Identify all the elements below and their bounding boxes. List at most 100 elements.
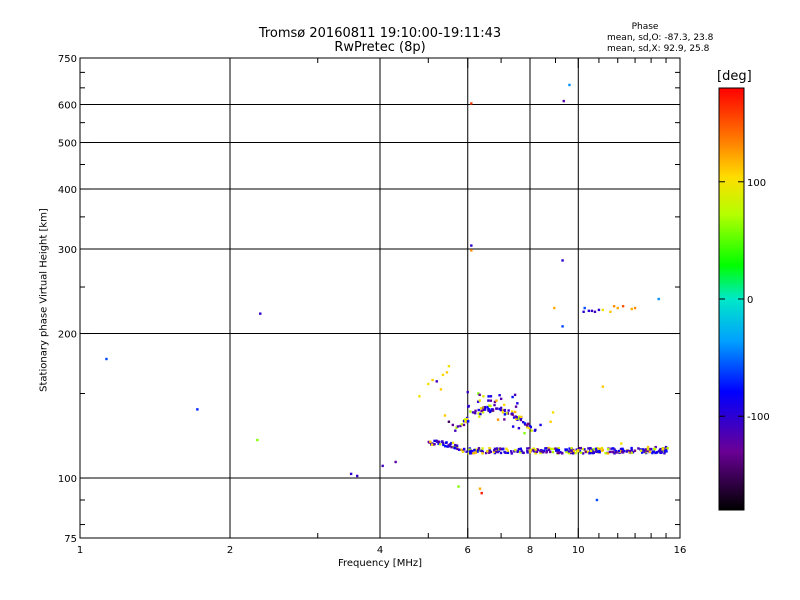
data-point (517, 417, 520, 420)
data-point (487, 399, 490, 402)
data-point (259, 312, 262, 315)
data-point (499, 451, 503, 455)
data-point (472, 452, 475, 455)
data-point (568, 83, 571, 87)
data-point (432, 443, 435, 446)
data-point (449, 443, 452, 446)
data-point (489, 395, 493, 398)
data-point (581, 447, 584, 451)
data-point (507, 409, 510, 412)
data-point (493, 447, 497, 451)
data-point (588, 451, 592, 455)
data-point (640, 451, 644, 454)
data-point (571, 449, 574, 453)
phase-stats-x-mode: mean, sd,X: 92.9, 25.8 (607, 44, 710, 54)
x-axis-label: Frequency [MHz] (337, 558, 423, 569)
y-tick-label: 400 (58, 185, 77, 196)
data-point (517, 427, 521, 430)
data-point (529, 448, 532, 452)
data-point (503, 408, 506, 412)
data-point (612, 305, 616, 308)
data-point (506, 451, 510, 455)
data-point (616, 306, 619, 310)
data-point (497, 449, 501, 453)
data-point (568, 447, 571, 450)
grid-lines (80, 58, 680, 538)
data-point (477, 447, 481, 450)
data-point (517, 415, 520, 418)
data-point (505, 412, 508, 415)
data-point (447, 444, 450, 447)
data-point (557, 451, 561, 455)
data-point (653, 447, 656, 451)
data-point (654, 445, 657, 449)
data-point (431, 378, 434, 382)
data-point (484, 451, 488, 455)
y-tick-label: 100 (58, 474, 77, 485)
data-point (527, 426, 531, 430)
data-point (519, 451, 522, 454)
data-point (548, 448, 551, 451)
data-point (579, 451, 583, 454)
data-point (646, 445, 650, 449)
data-point (501, 448, 504, 451)
data-points (105, 83, 669, 502)
data-point (483, 405, 487, 409)
data-point (631, 451, 635, 454)
data-point (657, 297, 660, 301)
x-tick-label: 16 (674, 545, 687, 556)
data-point (614, 449, 618, 453)
data-point (488, 447, 491, 450)
y-tick-label: 600 (58, 101, 77, 112)
data-point (628, 449, 632, 453)
data-point (569, 451, 573, 455)
data-point (477, 408, 480, 412)
data-point (606, 447, 610, 451)
data-point (105, 357, 108, 361)
data-point (540, 449, 543, 452)
data-point (418, 395, 421, 398)
data-point (542, 449, 546, 453)
data-point (467, 452, 471, 455)
data-point (559, 451, 562, 454)
data-point (506, 412, 510, 415)
data-point (526, 451, 529, 454)
data-point (447, 420, 451, 423)
data-point (526, 449, 529, 453)
data-point (592, 448, 595, 451)
data-point (459, 424, 462, 428)
data-point (477, 392, 480, 395)
data-point (574, 451, 577, 455)
data-point (649, 447, 652, 451)
data-point (528, 447, 531, 450)
data-point (523, 422, 527, 425)
data-point (611, 447, 615, 450)
data-point (551, 450, 555, 454)
data-point (566, 450, 570, 453)
data-point (601, 308, 605, 312)
data-point (456, 425, 460, 428)
data-point (499, 406, 503, 410)
data-point (517, 447, 521, 451)
data-point (575, 448, 578, 451)
data-point (481, 411, 485, 414)
data-point (597, 308, 601, 312)
data-point (511, 413, 514, 416)
data-point (506, 449, 510, 452)
data-point (381, 464, 384, 468)
title-line-2: RwPretec (8p) (334, 40, 426, 55)
data-point (550, 447, 553, 451)
data-point (532, 447, 536, 450)
data-point (646, 448, 650, 451)
data-point (470, 244, 473, 247)
data-point (666, 446, 669, 450)
data-point (443, 414, 447, 417)
data-point (470, 449, 474, 453)
data-point (482, 408, 485, 412)
data-point (479, 407, 483, 410)
data-point (430, 443, 434, 446)
data-point (615, 451, 618, 454)
data-point (463, 447, 466, 451)
data-point (511, 425, 515, 428)
